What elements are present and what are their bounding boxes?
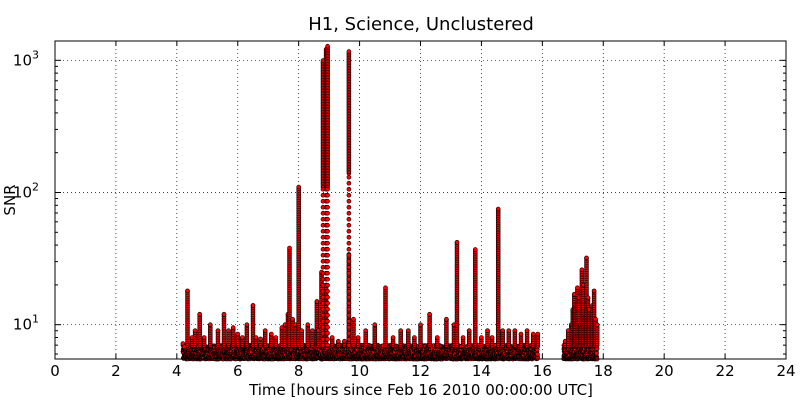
- data-point: [296, 184, 302, 190]
- data-point: [230, 325, 236, 330]
- data-points: [180, 43, 600, 362]
- data-point: [299, 328, 305, 334]
- data-point: [355, 335, 361, 340]
- data-point: [363, 328, 369, 334]
- data-point: [351, 316, 356, 322]
- data-point: [226, 328, 231, 334]
- data-point: [197, 311, 202, 317]
- grid-lines: [55, 41, 786, 359]
- data-point: [208, 322, 213, 328]
- data-point: [290, 316, 295, 322]
- data-point: [342, 338, 347, 344]
- data-point: [273, 335, 279, 340]
- data-point: [258, 336, 263, 342]
- data-point: [215, 328, 221, 334]
- data-point: [329, 335, 335, 340]
- data-point: [314, 299, 320, 304]
- data-point: [335, 338, 341, 344]
- data-point: [287, 245, 292, 251]
- data-point: [305, 322, 311, 328]
- data-point: [268, 331, 274, 337]
- data-point: [535, 351, 540, 357]
- data-point: [310, 328, 315, 334]
- data-point: [192, 328, 198, 334]
- chart-title: H1, Science, Unclustered: [308, 14, 534, 35]
- data-point: [235, 331, 241, 337]
- data-point: [240, 335, 245, 340]
- data-point: [221, 311, 227, 317]
- data-point: [262, 328, 268, 334]
- data-point: [253, 335, 259, 340]
- data-point: [372, 322, 378, 328]
- data-point: [594, 350, 599, 356]
- data-point: [201, 335, 207, 340]
- data-point: [250, 303, 256, 308]
- data-point: [185, 288, 190, 294]
- data-point: [244, 322, 250, 328]
